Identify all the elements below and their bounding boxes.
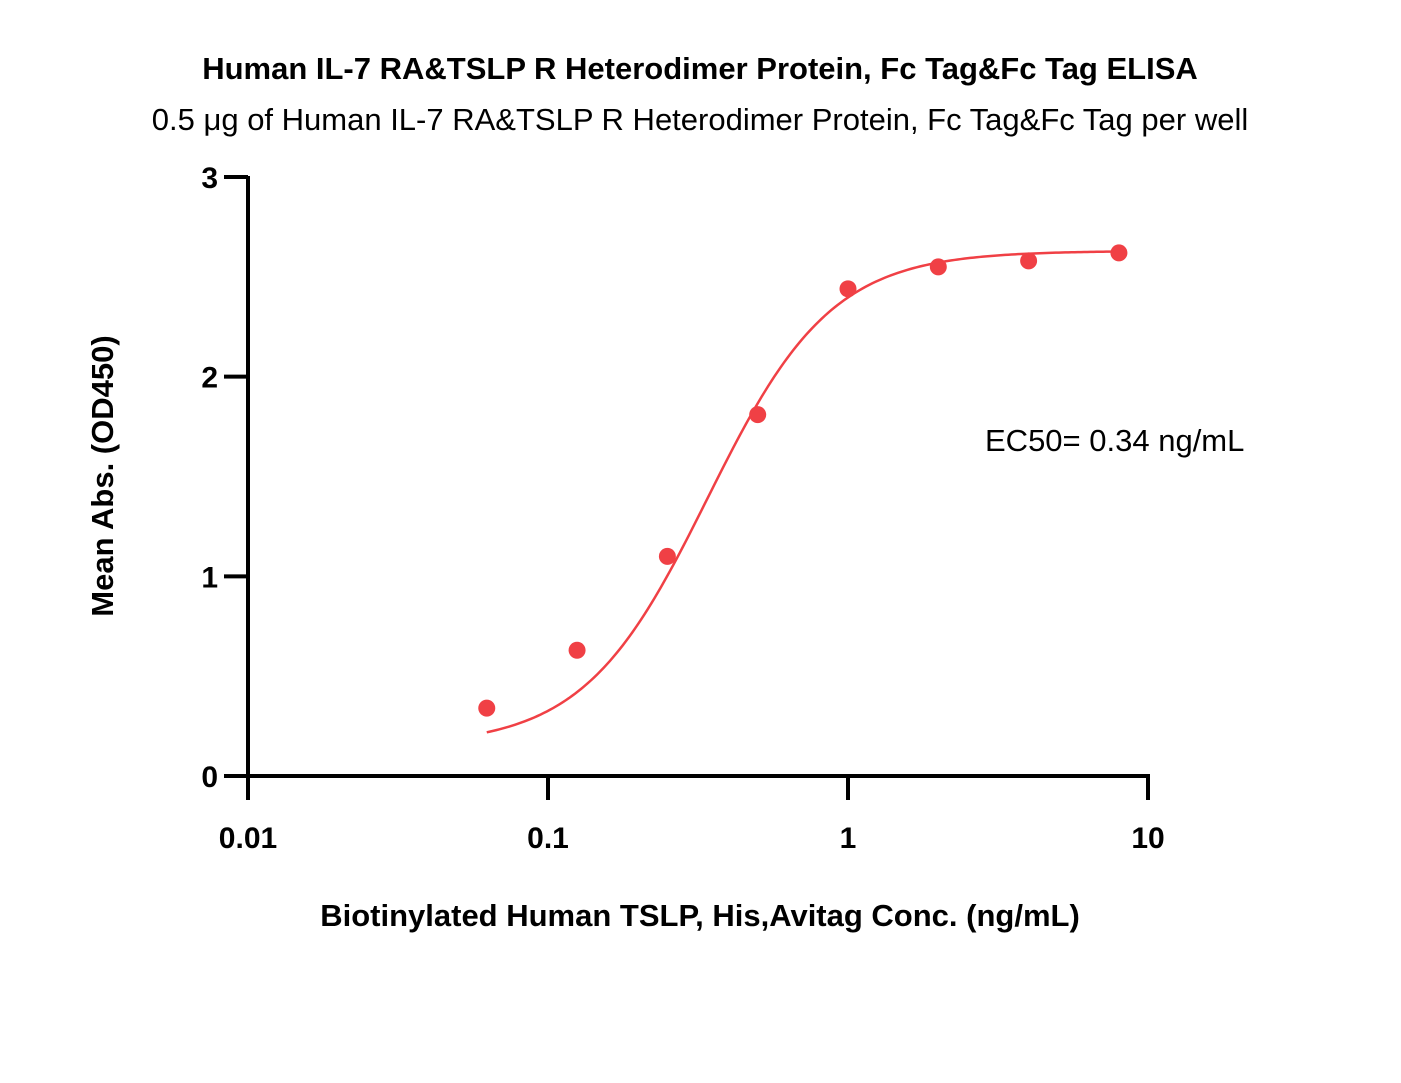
y-tick-label: 1 xyxy=(201,561,218,594)
x-axis-title: Biotinylated Human TSLP, His,Avitag Conc… xyxy=(320,898,1080,933)
data-point xyxy=(929,258,947,276)
x-axis-ticks: 0.01 0.1 1 10 xyxy=(219,776,1165,855)
chart-subtitle: 0.5 μg of Human IL-7 RA&TSLP R Heterodim… xyxy=(152,102,1248,137)
chart-title: Human IL-7 RA&TSLP R Heterodimer Protein… xyxy=(202,51,1198,86)
x-tick-label: 1 xyxy=(840,822,857,855)
x-axis: 0.01 0.1 1 10 xyxy=(219,774,1165,855)
y-tick-label: 0 xyxy=(201,761,218,794)
y-axis: 0 1 2 3 xyxy=(201,162,250,794)
data-point xyxy=(568,641,586,659)
data-point xyxy=(839,280,857,298)
y-axis-ticks: 0 1 2 3 xyxy=(201,162,248,794)
ec50-annotation: EC50= 0.34 ng/mL xyxy=(985,423,1244,458)
y-tick-label: 3 xyxy=(201,162,218,195)
x-tick-label: 0.1 xyxy=(527,822,569,855)
data-points xyxy=(478,244,1128,717)
y-axis-title: Mean Abs. (OD450) xyxy=(85,335,120,616)
data-point xyxy=(1020,252,1038,270)
fit-curve xyxy=(486,250,1119,734)
data-point xyxy=(478,699,496,717)
data-point xyxy=(749,406,767,424)
y-tick-label: 2 xyxy=(201,362,218,395)
x-tick-label: 10 xyxy=(1131,822,1164,855)
data-point xyxy=(1110,244,1128,262)
data-point xyxy=(658,547,676,565)
x-tick-label: 0.01 xyxy=(219,822,277,855)
